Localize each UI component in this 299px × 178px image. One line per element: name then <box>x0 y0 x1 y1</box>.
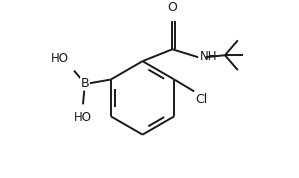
Text: Cl: Cl <box>195 93 208 106</box>
Text: HO: HO <box>51 52 69 65</box>
Text: NH: NH <box>200 50 218 63</box>
Text: O: O <box>167 1 177 14</box>
Text: B: B <box>81 77 89 90</box>
Text: HO: HO <box>74 111 92 124</box>
